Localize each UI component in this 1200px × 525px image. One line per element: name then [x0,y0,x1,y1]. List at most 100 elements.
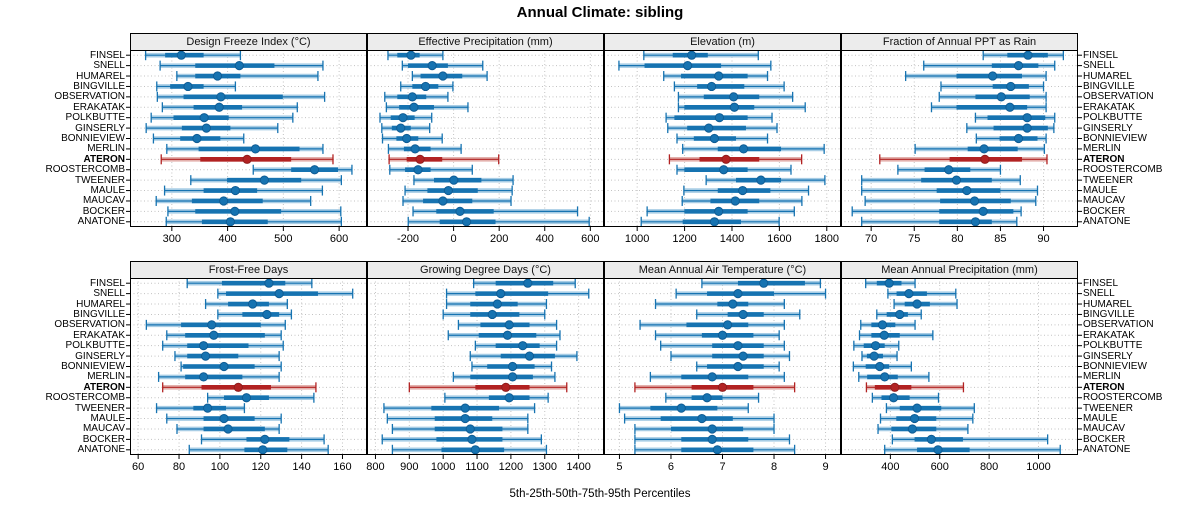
series-ateron [865,382,965,393]
series-ginserly [861,351,898,362]
median-dot [702,393,712,403]
series-erakatak [677,102,806,113]
site-label: ERAKATAK [1083,101,1135,113]
site-label: MAUCAV [1083,195,1126,207]
series-erakatak [654,330,780,341]
site-label: HUMAREL [76,70,125,82]
y-axis-ticks-right [1078,282,1082,451]
median-dot [970,217,981,227]
median-dot [274,289,284,299]
median-dot [709,217,720,227]
series-tweener [383,403,536,414]
panel-plot [841,278,1078,455]
series-bocker [646,206,795,217]
median-dot [1006,81,1016,92]
median-dot [733,289,743,299]
median-dot [714,113,725,123]
x-tick-label: 70 [865,233,878,245]
site-label: BOCKER [1083,205,1126,217]
median-dot [460,403,470,413]
median-dot [192,133,202,144]
median-dot [926,434,936,444]
series-bingville [876,309,922,320]
series-maule [879,413,974,424]
series-bingville [442,309,546,320]
median-dot [733,341,743,351]
series-snell [401,60,484,71]
x-axis-ticks [618,455,827,459]
series-maucav [681,195,803,206]
x-tick-label: 900 [400,461,419,473]
series-maule [163,185,324,196]
x-axis-ticks [137,455,343,459]
panel-title: Growing Degree Days (°C) [420,264,551,276]
series-bingville [673,81,785,92]
x-tick-label: 1000 [1026,461,1051,473]
x-tick-label: 300 [162,233,181,245]
y-axis-ticks-right [1078,54,1082,223]
x-tick-label: 800 [366,461,385,473]
median-dot [309,165,320,175]
series-merlin [157,371,280,382]
x-tick-label: 80 [951,233,964,245]
series-bocker [381,434,543,445]
site-label: ANATONE [1083,444,1131,456]
site-label: GINSERLY [1083,122,1133,134]
median-dot [714,206,724,216]
median-dot [1005,102,1015,112]
median-dot [198,341,209,351]
median-dot [212,71,223,81]
median-dot [247,299,258,309]
series-humarel [445,299,548,310]
site-label: BOCKER [82,433,125,445]
series-polkbutte [853,340,900,351]
x-tick-label: 400 [535,233,554,245]
series-anatone [407,216,590,227]
median-dot [415,154,425,164]
site-label: ATERON [1083,153,1125,165]
series-bonnieview [152,133,245,144]
series-ateron [408,382,568,393]
site-label: ANATONE [77,216,125,228]
series-bonnieview [381,133,443,144]
median-dot [980,154,990,164]
series-ginserly [469,351,578,362]
series-bonnieview [852,361,913,372]
median-dot [507,361,518,372]
site-label: BONNIEVIEW [1083,361,1147,372]
site-label: POLKBUTTE [1083,340,1143,352]
median-dot [460,413,470,424]
series-bocker [167,206,342,217]
median-dot [524,351,535,361]
x-tick-label: 800 [979,461,999,473]
x-tick-label: 1100 [465,461,489,473]
x-tick-label: 5 [616,461,623,473]
y-axis-ticks-left [126,54,130,223]
site-label: TWEENER [75,402,125,414]
median-dot [523,278,533,288]
median-dot [969,196,980,206]
median-dot [880,372,890,382]
median-dot [507,372,518,382]
median-dot [396,123,406,133]
series-observation [938,91,1047,102]
median-dot [890,382,900,392]
median-dot [410,144,420,154]
median-dot [738,185,748,196]
series-observation [860,319,916,330]
x-tick-label: 400 [218,233,237,245]
median-dot [449,175,459,185]
series-ateron [160,154,334,165]
median-dot [687,50,697,60]
median-dot [260,434,270,444]
panel-strip: Effective Precipitation (mm) [367,33,604,51]
site-label: BONNIEVIEW [1083,133,1147,144]
series-tweener [861,175,1021,186]
series-maucav [877,423,969,434]
x-tick-label: 1400 [566,461,591,473]
series-polkbutte [660,340,785,351]
x-tick-label: 1000 [624,233,650,245]
series-polkbutte [974,112,1056,123]
median-dot [176,50,186,60]
median-dot [198,372,209,382]
